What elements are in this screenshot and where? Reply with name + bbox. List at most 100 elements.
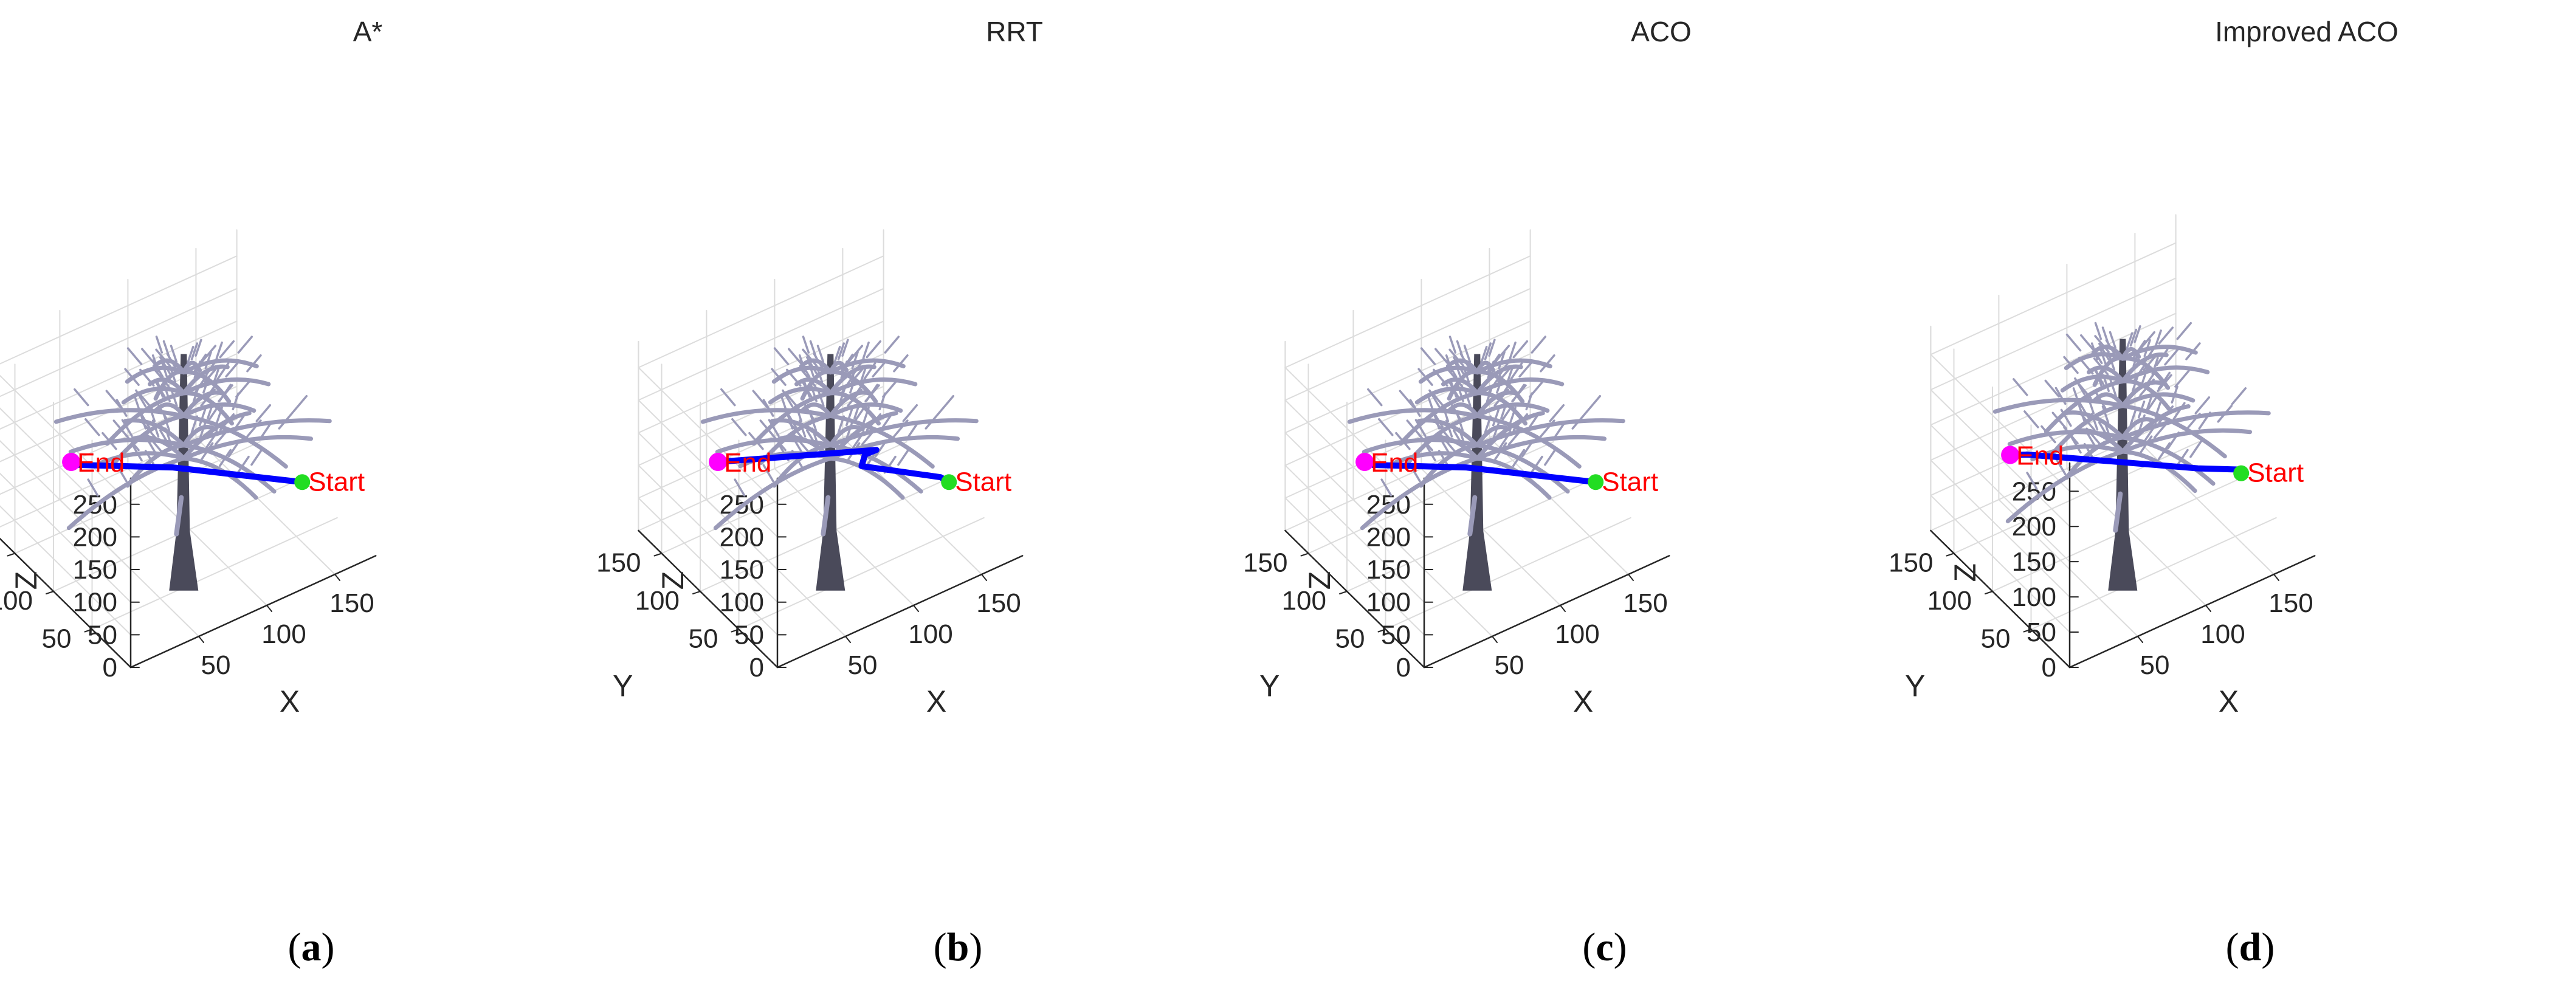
tree-branch: [1475, 377, 1565, 396]
tree-branch: [715, 438, 833, 454]
tree-branch: [2044, 379, 2125, 434]
y-tick: [731, 628, 740, 633]
tree-branch: [1347, 408, 1479, 424]
z-tick-label: 50: [734, 620, 764, 650]
tree-twig: [187, 346, 195, 364]
tree-lower-shoot: [1467, 495, 1478, 537]
tree-branch: [2120, 404, 2227, 459]
tree-branch: [828, 391, 881, 426]
tree-branch: [1414, 386, 1479, 405]
tree-twig: [1414, 419, 1427, 437]
x-tick: [2273, 574, 2279, 581]
tree-twig: [2101, 326, 2110, 345]
z-tick-label: 150: [1366, 555, 1411, 585]
wall-grid-z2: [1284, 255, 1531, 368]
z-axis-label: Z: [1303, 571, 1337, 590]
tree-twig: [207, 379, 220, 397]
tree-twig: [292, 395, 308, 413]
tree-twig: [235, 380, 251, 398]
caption-paren-close: ): [969, 925, 982, 969]
tree-branch: [181, 377, 271, 396]
tree-branch: [1475, 364, 1523, 396]
panel-caption: (b): [934, 925, 983, 969]
z-tick-label: 0: [103, 653, 117, 683]
floor-grid-y: [1307, 441, 1554, 554]
y-axis-label: Y: [1905, 669, 1925, 703]
y-tick: [1377, 628, 1386, 633]
caption-letter: c: [1596, 925, 1613, 969]
wall-grid-z2: [0, 255, 238, 365]
tree-branch: [181, 418, 332, 448]
x-tick: [1628, 574, 1634, 581]
tree-twig: [204, 351, 212, 370]
tree-twig: [2140, 331, 2156, 349]
tree-twig: [1544, 447, 1557, 466]
end-marker: [1355, 453, 1374, 472]
tree-twig: [845, 421, 853, 439]
tree-branch: [1419, 443, 1479, 488]
tree-twig: [1552, 421, 1566, 440]
y-tick: [2023, 628, 2032, 633]
tree-twig: [2094, 335, 2110, 353]
tree-twig: [1585, 395, 1602, 413]
y-tick-label: 100: [1927, 586, 1972, 616]
tree-twig: [852, 430, 865, 449]
x-tick: [266, 605, 272, 612]
tree-branch: [2007, 430, 2125, 447]
tree-branch: [153, 402, 186, 418]
tree-twig: [2172, 402, 2186, 420]
tree-branch: [751, 391, 833, 446]
z-tick-label: 150: [73, 555, 117, 585]
tree-branch: [828, 413, 935, 469]
tree-twig: [1498, 430, 1512, 449]
tree-branch: [105, 391, 186, 446]
tree-branch: [1405, 413, 1479, 465]
tree-branch: [181, 425, 218, 448]
tree-twig: [198, 408, 207, 427]
z-tick-label: 50: [88, 620, 117, 650]
tree-lower-shoot: [174, 495, 184, 537]
z-tick-label: 50: [1381, 620, 1411, 650]
tree-twig: [236, 455, 250, 474]
tree-twig: [2070, 435, 2082, 454]
wall-grid-z2: [638, 255, 884, 368]
tree-branch: [121, 386, 186, 405]
tree-twig: [880, 412, 894, 430]
floor-grid-y: [14, 441, 261, 554]
tree-twig: [802, 335, 810, 354]
y-tick-label: 100: [0, 586, 33, 616]
x-tick-label: 100: [2200, 619, 2245, 649]
x-tick-label: 50: [1495, 650, 1524, 680]
end-label: End: [724, 448, 771, 478]
tree-branch: [1475, 413, 1582, 469]
tree-twig: [1492, 408, 1500, 427]
tree-twig: [809, 340, 818, 359]
tree-twig: [155, 348, 171, 367]
tree-branch: [1475, 418, 1625, 448]
tree-twig: [773, 347, 790, 365]
tree-twig: [126, 347, 143, 365]
tree-twig: [2109, 331, 2117, 349]
tree-twig: [1448, 335, 1457, 354]
z-tick-label: 50: [2027, 618, 2056, 647]
start-label: Start: [955, 467, 1011, 497]
z-axis-label: Z: [1948, 563, 1982, 582]
tree-branch: [1992, 397, 2125, 414]
tree-twig: [791, 436, 804, 455]
tree-twig: [121, 419, 133, 437]
tree-branch: [828, 425, 865, 448]
z-tick-label: 0: [1396, 653, 1411, 683]
z-tick-label: 200: [73, 522, 117, 552]
y-tick: [46, 591, 54, 594]
tree-twig: [1529, 380, 1545, 398]
floor-grid-y: [2030, 517, 2277, 630]
x-tick-label: 150: [1623, 588, 1667, 618]
z-tick-label: 100: [73, 588, 117, 618]
tree-twig: [201, 345, 217, 363]
tree-branch: [828, 418, 979, 448]
tree-twig: [219, 340, 235, 359]
tree-twig: [2101, 405, 2110, 424]
